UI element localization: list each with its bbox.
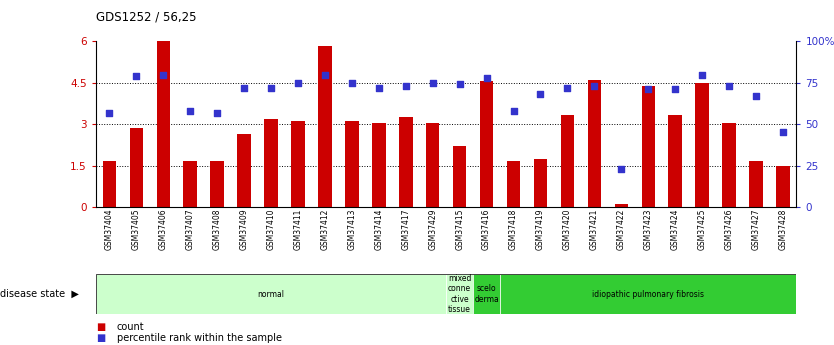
Bar <box>749 161 763 207</box>
Bar <box>210 161 224 207</box>
Text: disease state  ▶: disease state ▶ <box>0 289 79 299</box>
Text: scelo
derma: scelo derma <box>475 284 499 304</box>
Text: idiopathic pulmonary fibrosis: idiopathic pulmonary fibrosis <box>592 289 704 299</box>
Point <box>776 130 790 135</box>
Point <box>129 73 143 79</box>
Bar <box>426 123 440 207</box>
Bar <box>103 161 116 207</box>
Bar <box>129 128 143 207</box>
Text: mixed
conne
ctive
tissue: mixed conne ctive tissue <box>448 274 471 314</box>
Point <box>157 72 170 77</box>
Bar <box>291 121 304 207</box>
Point <box>669 87 682 92</box>
Point <box>399 83 413 89</box>
Bar <box>372 123 385 207</box>
Point <box>588 83 601 89</box>
Bar <box>776 166 790 207</box>
Bar <box>615 204 628 207</box>
Bar <box>480 81 494 207</box>
Point <box>372 85 385 90</box>
Bar <box>560 115 574 207</box>
Text: GDS1252 / 56,25: GDS1252 / 56,25 <box>96 10 197 23</box>
Point <box>453 82 466 87</box>
Bar <box>264 119 278 207</box>
Bar <box>453 146 466 207</box>
Bar <box>588 80 601 207</box>
Bar <box>507 161 520 207</box>
Point <box>238 85 251 90</box>
Point <box>345 80 359 86</box>
Text: count: count <box>117 322 144 332</box>
Point <box>210 110 224 115</box>
Text: ■: ■ <box>96 333 105 343</box>
Bar <box>722 123 736 207</box>
Point <box>534 92 547 97</box>
Point <box>183 108 197 114</box>
Point <box>319 72 332 77</box>
Bar <box>669 115 682 207</box>
Point <box>750 93 763 99</box>
Text: normal: normal <box>258 289 284 299</box>
Bar <box>399 117 413 207</box>
Point <box>103 110 116 115</box>
Bar <box>446 274 473 314</box>
Bar <box>96 274 446 314</box>
Point <box>426 80 440 86</box>
Bar <box>473 274 500 314</box>
Point <box>615 166 628 172</box>
Point <box>291 80 304 86</box>
Point <box>641 87 655 92</box>
Bar <box>183 161 197 207</box>
Text: percentile rank within the sample: percentile rank within the sample <box>117 333 282 343</box>
Bar <box>696 83 709 207</box>
Point <box>480 75 493 81</box>
Point <box>507 108 520 114</box>
Bar <box>157 41 170 207</box>
Bar <box>238 134 251 207</box>
Bar <box>345 121 359 207</box>
Point <box>264 85 278 90</box>
Bar <box>319 46 332 207</box>
Bar <box>641 86 655 207</box>
Point <box>722 83 736 89</box>
Bar <box>534 159 547 207</box>
Text: ■: ■ <box>96 322 105 332</box>
Point <box>696 72 709 77</box>
Point <box>560 85 574 90</box>
Bar <box>500 274 796 314</box>
